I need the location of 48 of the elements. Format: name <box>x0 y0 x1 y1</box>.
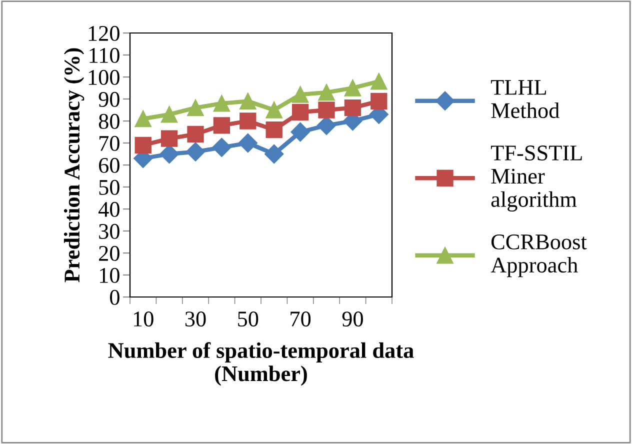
y-tick-label: 10 <box>100 268 120 283</box>
y-tick-label: 110 <box>90 48 120 63</box>
point <box>186 142 206 162</box>
y-tick-label: 0 <box>110 290 120 305</box>
y-tick-label: 60 <box>99 158 120 173</box>
point <box>370 73 388 90</box>
point <box>264 144 284 164</box>
x-tick-label: 30 <box>185 312 206 327</box>
point <box>134 136 152 154</box>
point <box>344 99 362 116</box>
legend-label: CCRBoost Approach <box>490 234 587 278</box>
legend-label: TLHL Method <box>490 80 560 118</box>
point <box>240 112 256 130</box>
point <box>240 92 256 110</box>
y-tick-label: 20 <box>99 246 120 261</box>
x-tick-label: 10 <box>134 312 154 327</box>
point <box>292 104 309 121</box>
point <box>266 121 282 138</box>
y-tick-label: 50 <box>99 180 120 195</box>
point <box>266 102 282 118</box>
x-tick-label: 90 <box>342 312 363 327</box>
point <box>213 117 230 134</box>
point <box>134 110 152 128</box>
x-axis-title: Number of spatio-temporal data (Number) <box>108 342 414 386</box>
point <box>212 138 232 157</box>
x-tick-label: 50 <box>238 312 258 327</box>
point <box>370 92 388 110</box>
y-tick-label: 40 <box>98 202 120 217</box>
y-tick-label: 70 <box>100 136 120 151</box>
point <box>213 95 230 112</box>
point <box>187 126 204 143</box>
point <box>290 122 310 142</box>
point <box>318 102 335 118</box>
y-tick-label: 90 <box>98 92 120 107</box>
y-tick-label: 100 <box>88 70 120 85</box>
point <box>238 133 258 153</box>
point <box>160 106 178 123</box>
y-tick-label: 120 <box>88 26 120 41</box>
point <box>160 130 178 147</box>
point <box>292 86 309 103</box>
y-tick-label: 30 <box>99 224 120 239</box>
y-axis-title: Prediction Accuracy (%) <box>64 48 84 282</box>
point <box>187 99 204 116</box>
point <box>344 80 362 96</box>
y-tick-label: 80 <box>98 114 120 129</box>
legend-label: TF-SSTIL Miner algorithm <box>490 146 582 212</box>
point <box>318 84 335 101</box>
x-tick-label: 70 <box>290 312 311 327</box>
